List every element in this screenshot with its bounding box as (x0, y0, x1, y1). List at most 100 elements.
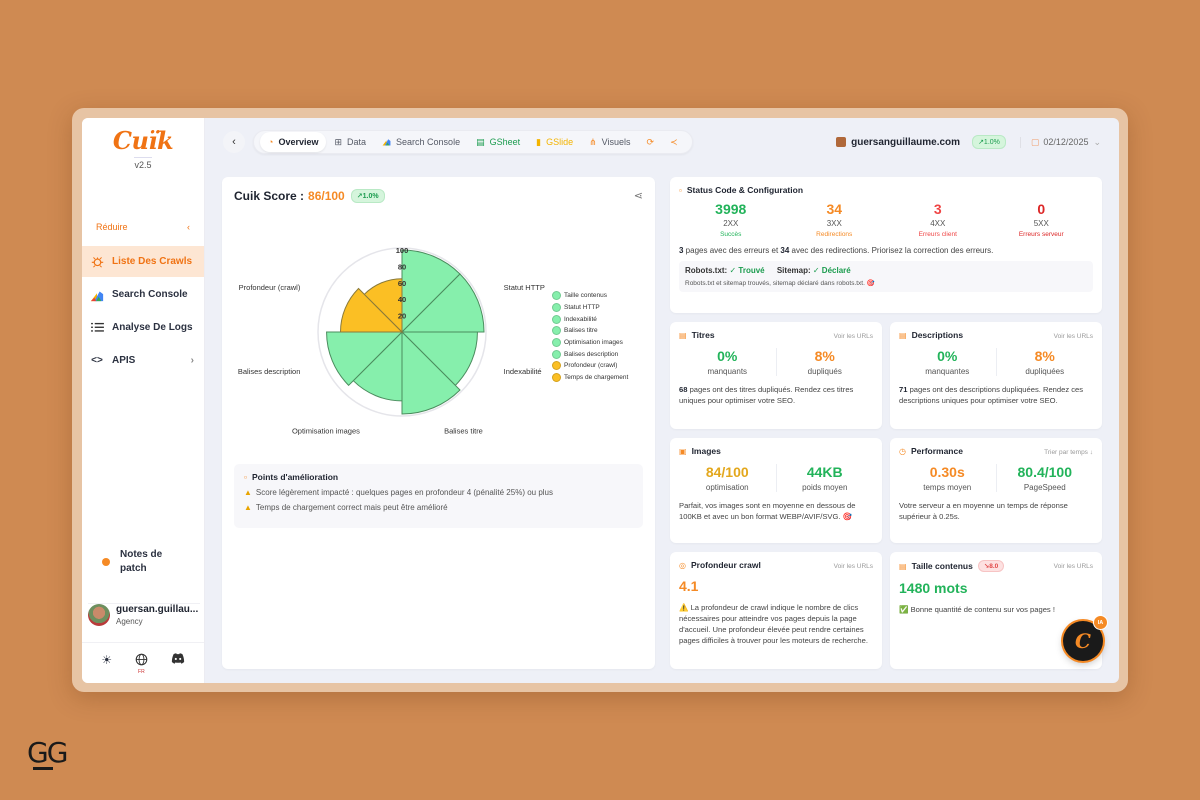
card-title: ▣ Images (679, 446, 873, 456)
tab-label: GSheet (489, 137, 521, 147)
weight-label: poids moyen (802, 483, 848, 492)
weight-value: 44KB (806, 464, 843, 480)
legend-item[interactable]: Profondeur (crawl) (552, 360, 628, 372)
logo-text: Cuïk (112, 126, 174, 155)
sitemap-label: Sitemap: (776, 266, 811, 275)
sidebar-item-label: Search Console (112, 289, 188, 300)
legend-label: Indexabilité (564, 315, 597, 323)
card-title-text: Performance (910, 446, 963, 456)
trend-badge: ↗1.0% (972, 135, 1006, 149)
polar-segment[interactable] (401, 249, 461, 334)
duplicate-label: dupliqués (807, 367, 842, 376)
polar-segment[interactable] (400, 331, 478, 387)
date-selector[interactable]: ▢ 02/12/2025 ⌄ (1019, 136, 1101, 148)
status-label: Redirections (816, 231, 853, 238)
table-icon: ⊞ (334, 136, 343, 147)
radial-tick: 20 (398, 312, 406, 321)
avg-time-value: 0.30s (929, 464, 965, 480)
duplicate-label: dupliquées (1025, 367, 1065, 376)
sidebar-item-analyse-de-logs[interactable]: Analyse De Logs (82, 312, 204, 343)
ai-assistant-button[interactable]: C IA (1063, 615, 1108, 661)
view-urls-link[interactable]: Voir les URLs (833, 563, 873, 570)
cuik-score-card: Cuik Score : 86/100 ↗1.0% ⋖ Taille conte… (222, 177, 655, 669)
view-urls-link[interactable]: Voir les URLs (1053, 333, 1093, 340)
back-button[interactable]: ‹ (223, 131, 245, 153)
reduce-sidebar-button[interactable]: Réduire ‹ (96, 222, 190, 232)
logo[interactable]: Cuïk v2.5 (82, 126, 204, 173)
card-title-text: Images (691, 446, 721, 456)
tab-gslide[interactable]: ▮ GSlide (528, 132, 581, 152)
refresh-button[interactable]: ⟳ (639, 132, 663, 152)
sun-icon[interactable]: ☀ (101, 653, 113, 667)
status-code: 4XX (930, 219, 946, 228)
status-4xx: 3 4XX Erreurs client (886, 201, 990, 238)
polar-segment[interactable] (401, 330, 461, 415)
images-card: ▣ Images 84/100 optimisation 44KB poids moy… (670, 438, 882, 543)
stats-row: 0% manquants 8% dupliqués (679, 348, 873, 376)
radial-tick: 100 (396, 246, 409, 255)
share-icon[interactable]: ⋖ (633, 190, 643, 202)
date-value: 02/12/2025 (1043, 137, 1089, 147)
site-selector[interactable]: guersanguillaume.com (836, 137, 960, 148)
view-urls-link[interactable]: Voir les URLs (833, 333, 873, 340)
legend-item[interactable]: Statut HTTP (552, 302, 628, 314)
trend-down-badge: ↘8.0 (977, 560, 1005, 572)
patch-notes-link[interactable]: Notes de patch (102, 548, 170, 576)
status-code: 5XX (1033, 219, 1049, 228)
search-console-icon (382, 137, 391, 148)
polar-segment[interactable] (363, 278, 403, 334)
discord-icon[interactable] (171, 653, 185, 675)
document-icon: ▫ (244, 472, 248, 482)
code-icon: <> (91, 355, 103, 366)
sidebar-item-search-console[interactable]: Search Console (82, 279, 204, 310)
improvement-text: Score légèrement impacté : quelques page… (255, 488, 553, 497)
legend-item[interactable]: Temps de chargement (552, 372, 628, 384)
status-count: 3998 (715, 201, 747, 217)
chevron-left-icon: ‹ (232, 136, 236, 148)
sort-by-time-link[interactable]: Trier par temps ↓ (1044, 449, 1093, 456)
duplicate-value: 8% (814, 348, 835, 364)
titres-card: ▤ Titres Voir les URLs 0% manquants 8% dupl… (670, 322, 882, 429)
patch-notes-label: Notes de patch (120, 549, 163, 574)
tab-search-console[interactable]: Search Console (374, 132, 468, 152)
score-label: Cuik Score : (234, 189, 305, 203)
legend-item[interactable]: Optimisation images (552, 337, 628, 349)
radial-tick: 60 (398, 279, 406, 288)
polar-segment[interactable] (339, 287, 404, 333)
warning-icon: ▲ (244, 488, 252, 497)
duplicate-count: 71 (899, 385, 908, 394)
tab-gsheet[interactable]: ▤ GSheet (468, 132, 528, 152)
legend-label: Optimisation images (564, 339, 623, 347)
polar-segment[interactable] (400, 273, 485, 333)
notification-dot (102, 558, 110, 566)
warning-icon: ▲ (244, 503, 252, 512)
legend-item[interactable]: Balises titre (552, 325, 628, 337)
view-urls-link[interactable]: Voir les URLs (1053, 563, 1093, 570)
legend-item[interactable]: Balises description (552, 348, 628, 360)
status-label: Succès (720, 231, 742, 238)
axis-label: Profondeur (crawl) (239, 283, 301, 292)
user-profile[interactable]: guersan.guillau... Agency (88, 603, 200, 626)
tab-data[interactable]: ⊞ Data (326, 132, 374, 152)
sidebar: Cuïk v2.5 Réduire ‹ Liste Des Crawls Sea… (82, 118, 205, 683)
legend-item[interactable]: Taille contenus (552, 290, 628, 302)
tab-visuels[interactable]: ⋔ Visuels (581, 132, 638, 152)
sidebar-item-apis[interactable]: <> APIS › (82, 345, 204, 376)
share-button[interactable]: ≺ (662, 132, 686, 152)
missing-value: 0% (717, 348, 738, 364)
polar-segment[interactable] (326, 331, 404, 387)
description-text: pages ont des titres dupliqués. Rendez c… (679, 385, 854, 405)
sitemap-value: ✓ Déclaré (812, 266, 851, 275)
legend-item[interactable]: Indexabilité (552, 313, 628, 325)
status-label: Erreurs client (918, 231, 957, 238)
site-name: guersanguillaume.com (851, 136, 961, 148)
tab-overview[interactable]: ◔ Overview (260, 132, 327, 152)
language-selector[interactable]: FR (135, 653, 148, 675)
card-title-text: Taille contenus (911, 561, 973, 571)
legend-label: Balises titre (564, 327, 598, 335)
sidebar-item-liste-des-crawls[interactable]: Liste Des Crawls (82, 246, 204, 277)
app-window: Cuïk v2.5 Réduire ‹ Liste Des Crawls Sea… (82, 118, 1119, 683)
chevron-down-icon: ⌄ (1093, 136, 1101, 147)
avg-time-label: temps moyen (923, 483, 972, 492)
